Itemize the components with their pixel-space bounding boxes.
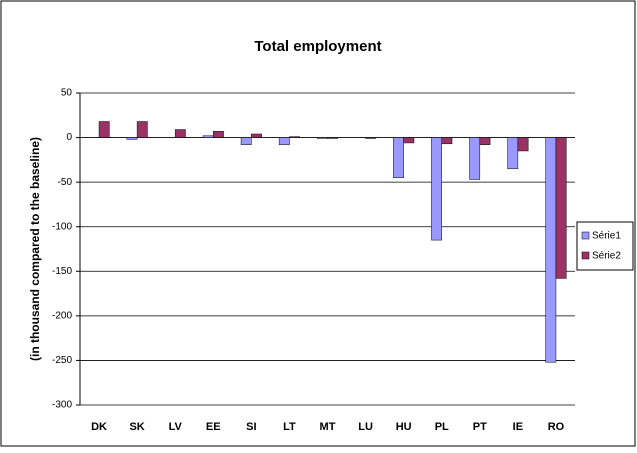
y-tick-label: 50 [61, 88, 73, 99]
x-tick-label: EE [206, 421, 221, 433]
legend-label: Série2 [592, 251, 621, 262]
chart-title: Total employment [254, 38, 381, 55]
bar [365, 137, 377, 139]
bar [545, 137, 557, 363]
x-tick-label: DK [91, 421, 107, 433]
bar [555, 137, 567, 279]
bar [479, 137, 491, 145]
legend-swatch [581, 251, 590, 260]
x-tick-label: IE [513, 421, 523, 433]
bar [327, 137, 339, 139]
bar [174, 129, 186, 138]
y-tick-label: -250 [52, 355, 72, 366]
x-tick-label: PT [473, 421, 487, 433]
legend-label: Série1 [592, 231, 621, 242]
legend-box [576, 221, 634, 271]
bar [202, 135, 214, 138]
y-tick-label: 0 [66, 132, 72, 143]
y-axis-label: (in thousand compared to the baseline) [28, 137, 42, 361]
x-tick-label: HU [396, 421, 412, 433]
bar [517, 137, 529, 152]
y-tick-label: -200 [52, 310, 72, 321]
bar [126, 137, 138, 140]
bar [251, 133, 262, 138]
bar [469, 137, 481, 180]
y-tick-label: -50 [58, 177, 73, 188]
bar [431, 137, 442, 241]
bar [136, 121, 148, 138]
x-tick-label: LV [169, 421, 183, 433]
x-tick-label: MT [320, 421, 336, 433]
bar [289, 136, 300, 138]
x-tick-label: PL [435, 421, 449, 433]
bar [441, 137, 453, 145]
bar [213, 131, 224, 138]
bar [98, 121, 110, 138]
bar [316, 137, 328, 139]
x-tick-label: RO [548, 421, 565, 433]
legend-swatch [581, 231, 590, 240]
x-tick-label: LT [283, 421, 296, 433]
x-tick-label: SK [129, 421, 144, 433]
x-tick-label: SI [246, 421, 256, 433]
bar [240, 137, 252, 145]
bar [507, 137, 519, 170]
bar [403, 137, 415, 144]
y-tick-label: -300 [52, 400, 72, 411]
bar [278, 137, 290, 145]
bar [393, 137, 404, 178]
y-tick-label: -150 [52, 266, 72, 277]
x-tick-label: LU [358, 421, 373, 433]
y-tick-label: -100 [52, 221, 72, 232]
